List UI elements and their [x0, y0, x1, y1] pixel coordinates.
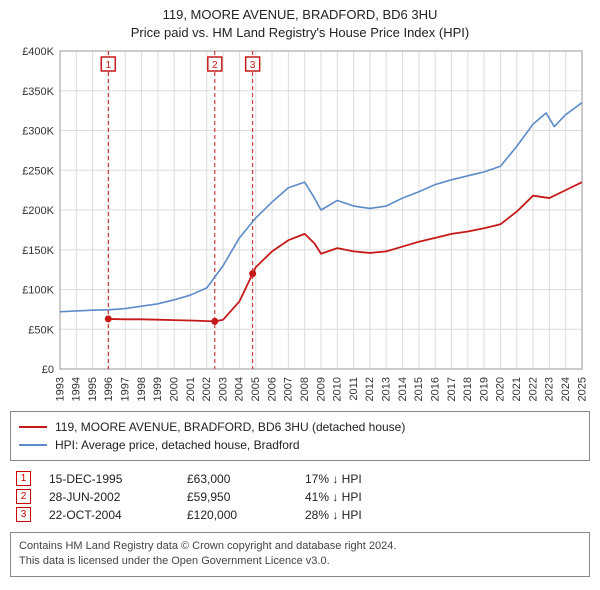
svg-text:£200K: £200K — [22, 205, 54, 217]
svg-text:1997: 1997 — [120, 377, 132, 401]
event-date: 28-JUN-2002 — [49, 490, 169, 504]
svg-text:£250K: £250K — [22, 165, 54, 177]
svg-text:£400K: £400K — [22, 46, 54, 58]
svg-text:1995: 1995 — [87, 377, 99, 401]
svg-text:1: 1 — [106, 60, 112, 71]
svg-text:2006: 2006 — [266, 377, 278, 401]
svg-text:2020: 2020 — [495, 377, 507, 401]
svg-text:£150K: £150K — [22, 245, 54, 257]
svg-text:1993: 1993 — [54, 377, 66, 401]
svg-text:2018: 2018 — [462, 377, 474, 401]
line-chart-svg: £0 £50K £100K £150K £200K £250K £300K £350K £400… — [10, 45, 590, 403]
legend-swatch — [19, 426, 47, 428]
event-price: £120,000 — [187, 508, 287, 522]
svg-text:2000: 2000 — [168, 377, 180, 401]
event-price: £59,950 — [187, 490, 287, 504]
svg-text:1999: 1999 — [152, 377, 164, 401]
event-row: 1 15-DEC-1995 £63,000 17% ↓ HPI — [16, 471, 590, 486]
legend-label: HPI: Average price, detached house, Brad… — [55, 436, 300, 454]
footnote-line1: Contains HM Land Registry data © Crown c… — [19, 539, 581, 554]
svg-text:2007: 2007 — [283, 377, 295, 401]
event-price: £63,000 — [187, 472, 287, 486]
chart: £0 £50K £100K £150K £200K £250K £300K £350K £400… — [10, 45, 590, 403]
svg-text:2016: 2016 — [429, 377, 441, 401]
svg-text:3: 3 — [250, 60, 256, 71]
event-marker: 1 — [16, 471, 31, 486]
svg-text:£300K: £300K — [22, 126, 54, 138]
svg-text:2003: 2003 — [217, 377, 229, 401]
svg-text:2013: 2013 — [381, 377, 393, 401]
svg-text:£0: £0 — [42, 364, 54, 376]
event-marker: 3 — [16, 507, 31, 522]
svg-text:2002: 2002 — [201, 377, 213, 401]
svg-text:2001: 2001 — [185, 377, 197, 401]
svg-text:2024: 2024 — [560, 377, 572, 401]
svg-text:2025: 2025 — [576, 377, 588, 401]
legend: 119, MOORE AVENUE, BRADFORD, BD6 3HU (de… — [10, 411, 590, 461]
footnote: Contains HM Land Registry data © Crown c… — [10, 532, 590, 577]
svg-text:2012: 2012 — [364, 377, 376, 401]
chart-title: 119, MOORE AVENUE, BRADFORD, BD6 3HU Pri… — [10, 6, 590, 41]
event-hpi-delta: 28% ↓ HPI — [305, 508, 362, 522]
legend-swatch — [19, 444, 47, 446]
svg-text:2010: 2010 — [332, 377, 344, 401]
svg-text:2023: 2023 — [544, 377, 556, 401]
svg-text:2008: 2008 — [299, 377, 311, 401]
svg-text:1996: 1996 — [103, 377, 115, 401]
svg-text:1998: 1998 — [136, 377, 148, 401]
legend-label: 119, MOORE AVENUE, BRADFORD, BD6 3HU (de… — [55, 418, 405, 436]
svg-text:2022: 2022 — [527, 377, 539, 401]
svg-text:2015: 2015 — [413, 377, 425, 401]
svg-text:2019: 2019 — [478, 377, 490, 401]
event-row: 2 28-JUN-2002 £59,950 41% ↓ HPI — [16, 489, 590, 504]
svg-text:£350K: £350K — [22, 86, 54, 98]
event-hpi-delta: 17% ↓ HPI — [305, 472, 362, 486]
title-line2: Price paid vs. HM Land Registry's House … — [10, 24, 590, 42]
svg-text:1994: 1994 — [71, 377, 83, 401]
event-hpi-delta: 41% ↓ HPI — [305, 490, 362, 504]
svg-text:£100K: £100K — [22, 285, 54, 297]
svg-text:2021: 2021 — [511, 377, 523, 401]
footnote-line2: This data is licensed under the Open Gov… — [19, 554, 581, 569]
svg-text:2: 2 — [212, 60, 218, 71]
event-marker: 2 — [16, 489, 31, 504]
svg-text:2005: 2005 — [250, 377, 262, 401]
svg-text:2004: 2004 — [234, 377, 246, 401]
event-row: 3 22-OCT-2004 £120,000 28% ↓ HPI — [16, 507, 590, 522]
legend-item: 119, MOORE AVENUE, BRADFORD, BD6 3HU (de… — [19, 418, 581, 436]
svg-text:2017: 2017 — [446, 377, 458, 401]
legend-item: HPI: Average price, detached house, Brad… — [19, 436, 581, 454]
event-date: 22-OCT-2004 — [49, 508, 169, 522]
event-list: 1 15-DEC-1995 £63,000 17% ↓ HPI 2 28-JUN-2002… — [10, 471, 590, 522]
title-line1: 119, MOORE AVENUE, BRADFORD, BD6 3HU — [10, 6, 590, 24]
svg-text:2009: 2009 — [315, 377, 327, 401]
svg-text:2011: 2011 — [348, 377, 360, 401]
event-date: 15-DEC-1995 — [49, 472, 169, 486]
svg-text:£50K: £50K — [28, 324, 54, 336]
svg-text:2014: 2014 — [397, 377, 409, 401]
